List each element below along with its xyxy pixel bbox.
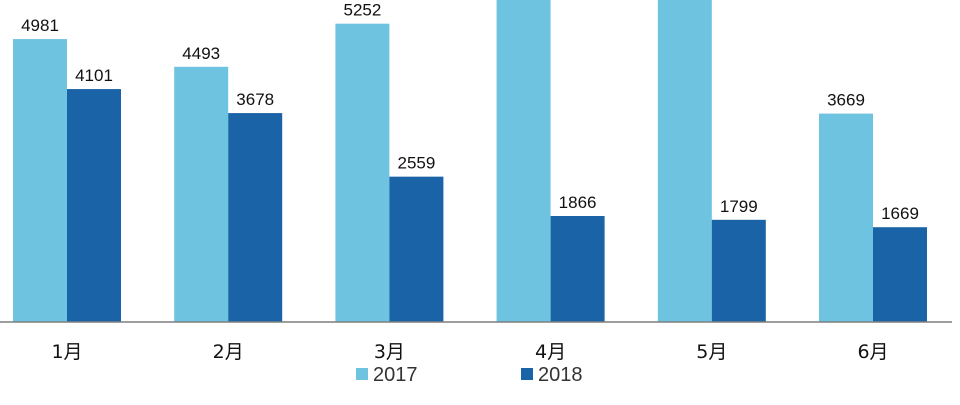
legend: 2017 2018 bbox=[356, 364, 583, 386]
x-tick-label-6: 6月 bbox=[857, 341, 888, 363]
data-label-2017-6: 3669 bbox=[827, 91, 865, 110]
bar-2017-2 bbox=[174, 66, 229, 322]
data-label-2017-2: 4493 bbox=[182, 44, 220, 63]
bar-2017-1 bbox=[13, 39, 67, 323]
bars-layer: 4981410144933678525225596312186662451799… bbox=[13, 0, 927, 323]
data-label-2017-3: 5252 bbox=[343, 1, 381, 20]
legend-label-2018: 2018 bbox=[538, 364, 583, 386]
bar-2018-5 bbox=[711, 219, 766, 322]
data-label-2018-1: 4101 bbox=[75, 66, 113, 85]
bar-2018-2 bbox=[228, 113, 283, 322]
legend-label-2017: 2017 bbox=[373, 364, 418, 386]
bar-2018-1 bbox=[67, 89, 121, 322]
legend-swatch-2018 bbox=[521, 368, 533, 380]
bar-2017-4 bbox=[496, 0, 551, 323]
x-axis-ticks: 1月 2月 3月 4月 5月 6月 bbox=[51, 341, 888, 363]
data-label-2018-3: 2559 bbox=[397, 154, 435, 173]
data-label-2018-4: 1866 bbox=[559, 193, 597, 212]
x-tick-label-1: 1月 bbox=[51, 341, 82, 363]
data-label-2017-1: 4981 bbox=[21, 16, 59, 35]
bar-2017-6 bbox=[819, 113, 873, 322]
x-tick-label-4: 4月 bbox=[535, 341, 566, 363]
bar-2018-4 bbox=[550, 216, 605, 322]
x-tick-label-2: 2月 bbox=[213, 341, 244, 363]
data-label-2018-2: 3678 bbox=[236, 90, 274, 109]
legend-swatch-2017 bbox=[356, 368, 368, 380]
bar-2017-3 bbox=[335, 23, 390, 322]
bar-2018-6 bbox=[873, 227, 927, 322]
data-label-2018-6: 1669 bbox=[881, 204, 919, 223]
x-tick-label-5: 5月 bbox=[696, 341, 727, 363]
bar-2017-5 bbox=[657, 0, 712, 323]
data-label-2018-5: 1799 bbox=[720, 197, 758, 216]
bar-2018-3 bbox=[389, 176, 444, 322]
x-tick-label-3: 3月 bbox=[374, 341, 405, 363]
